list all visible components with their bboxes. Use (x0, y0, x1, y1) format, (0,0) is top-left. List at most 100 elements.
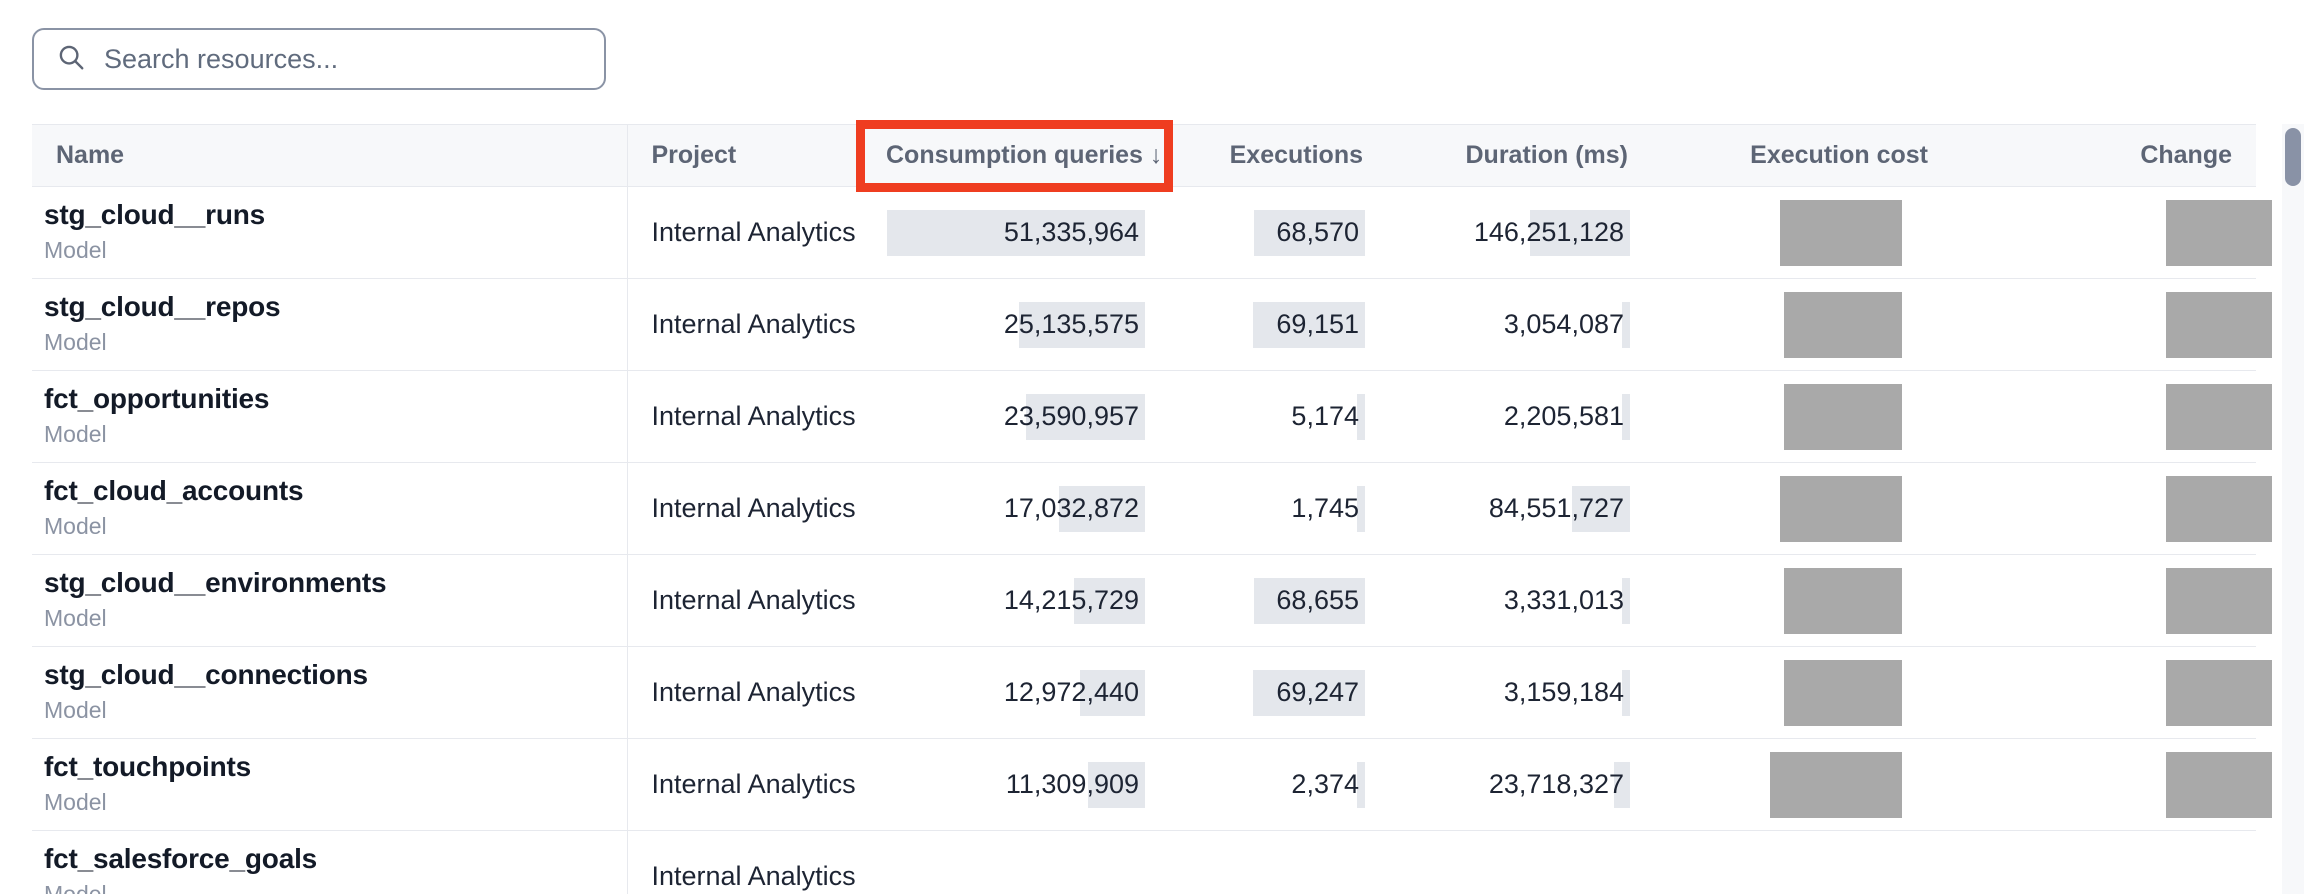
column-header-duration[interactable]: Duration (ms) (1387, 124, 1652, 187)
cell-resource-name[interactable]: fct_touchpoints Model (32, 738, 627, 831)
cell-project: Internal Analytics (626, 646, 862, 739)
table-row[interactable]: stg_cloud__runs Model Internal Analytics 51… (32, 186, 2272, 279)
value-data-bar (1622, 393, 1630, 440)
value-label: 14,215,729 (1003, 585, 1139, 615)
search-icon (56, 42, 86, 77)
cell-duration: 23,718,327 (1387, 738, 1652, 831)
vertical-scrollbar-thumb[interactable] (2285, 128, 2301, 186)
value-label: 146,251,128 (1473, 217, 1624, 247)
redacted-value-block (1784, 567, 1902, 634)
cell-resource-name[interactable]: stg_cloud__runs Model (32, 186, 627, 279)
value-data-bar (1614, 761, 1630, 808)
cell-resource-name[interactable]: fct_salesforce_goals Model (32, 830, 627, 894)
redacted-value-block (1784, 659, 1902, 726)
resource-type-label: Model (44, 512, 107, 539)
resource-type-label: Model (44, 236, 107, 263)
value-data-bar (1622, 577, 1630, 624)
column-header-consumption-label: Consumption queries (886, 141, 1143, 169)
cell-duration: 146,251,128 (1387, 186, 1652, 279)
value-label: 11,309,909 (1005, 769, 1139, 799)
value-label: 1,745 (1291, 493, 1359, 523)
value-data-bar (1253, 301, 1365, 348)
value-data-bar (1572, 485, 1630, 532)
value-data-bar (1530, 209, 1630, 256)
value-data-bar (1622, 301, 1630, 348)
cell-consumption-queries: 25,135,575 (862, 278, 1167, 371)
table-row[interactable]: fct_touchpoints Model Internal Analytics 11… (32, 738, 2272, 831)
project-label: Internal Analytics (651, 401, 856, 431)
table-row[interactable]: stg_cloud__environments Model Internal Ana… (32, 554, 2272, 647)
table-row[interactable]: stg_cloud__connections Model Internal Anal… (32, 646, 2272, 739)
cell-executions: 1,745 (1167, 462, 1387, 555)
resource-name-label: stg_cloud__connections (44, 659, 368, 691)
cell-executions: 2,374 (1167, 738, 1387, 831)
value-data-bar (1019, 301, 1145, 348)
cell-duration: 3,331,013 (1387, 554, 1652, 647)
table-row[interactable]: fct_cloud_accounts Model Internal Analytic… (32, 462, 2272, 555)
cell-consumption-queries: 23,590,957 (862, 370, 1167, 463)
search-box[interactable] (32, 28, 606, 90)
value-data-bar (1357, 761, 1365, 808)
value-data-bar (1357, 393, 1365, 440)
redacted-value-block (2166, 751, 2272, 818)
value-label: 2,205,581 (1503, 401, 1624, 431)
table-row[interactable]: fct_opportunities Model Internal Analytics… (32, 370, 2272, 463)
table-row[interactable]: fct_salesforce_goals Model Internal Analyt… (32, 830, 2256, 894)
resources-table-container[interactable]: Name Project Consumption queries ↓ Execu… (32, 124, 2272, 894)
value-label: 3,331,013 (1503, 585, 1624, 615)
search-input[interactable] (104, 43, 582, 75)
project-label: Internal Analytics (651, 493, 856, 523)
cell-duration: 3,159,184 (1387, 646, 1652, 739)
value-label: 69,151 (1276, 309, 1359, 339)
table-body: stg_cloud__runs Model Internal Analytics 51… (32, 186, 2272, 894)
column-header-change[interactable]: Change (1952, 124, 2256, 187)
column-header-consumption-queries[interactable]: Consumption queries ↓ (862, 124, 1167, 187)
table-row[interactable]: stg_cloud__repos Model Internal Analytics 2… (32, 278, 2272, 371)
project-label: Internal Analytics (651, 677, 856, 707)
value-label: 23,718,327 (1488, 769, 1624, 799)
cell-project: Internal Analytics (626, 278, 862, 371)
resource-name-label: fct_cloud_accounts (44, 475, 304, 507)
project-label: Internal Analytics (651, 217, 856, 247)
cell-duration: 3,054,087 (1387, 278, 1652, 371)
cell-execution-cost: $ (1652, 370, 1952, 463)
column-header-execution-cost[interactable]: Execution cost (1652, 124, 1952, 187)
cell-resource-name[interactable]: stg_cloud__repos Model (32, 278, 627, 371)
cell-consumption-queries: 17,032,872 (862, 462, 1167, 555)
value-data-bar (1088, 761, 1145, 808)
resource-name-label: stg_cloud__repos (44, 291, 281, 323)
column-header-executions[interactable]: Executions (1167, 124, 1387, 187)
project-label: Internal Analytics (651, 861, 856, 891)
value-data-bar (1622, 669, 1630, 716)
redacted-value-block (1780, 199, 1902, 266)
cell-change: +$ (1952, 186, 2272, 279)
cell-resource-name[interactable]: stg_cloud__environments Model (32, 554, 627, 647)
resources-table: Name Project Consumption queries ↓ Execu… (32, 124, 2272, 894)
redacted-value-block (2166, 475, 2272, 542)
cell-resource-name[interactable]: fct_opportunities Model (32, 370, 627, 463)
resource-type-label: Model (44, 696, 107, 723)
cell-duration: 84,551,727 (1387, 462, 1652, 555)
value-label: 84,551,727 (1488, 493, 1624, 523)
column-header-name[interactable]: Name (32, 124, 627, 187)
cell-resource-name[interactable]: fct_cloud_accounts Model (32, 462, 627, 555)
cell-change (1952, 830, 2256, 894)
value-label: 5,174 (1291, 401, 1359, 431)
vertical-scrollbar-track[interactable] (2282, 124, 2304, 894)
cell-change: -$ (1952, 278, 2272, 371)
value-data-bar (887, 209, 1145, 256)
value-data-bar (1357, 485, 1365, 532)
value-label: 23,590,957 (1003, 401, 1139, 431)
cell-project: Internal Analytics (626, 830, 862, 894)
value-data-bar (1254, 577, 1365, 624)
cell-execution-cost: $ (1652, 646, 1952, 739)
cell-resource-name[interactable]: stg_cloud__connections Model (32, 646, 627, 739)
value-label: 68,655 (1276, 585, 1359, 615)
column-header-project[interactable]: Project (626, 124, 862, 187)
value-label: 25,135,575 (1003, 309, 1139, 339)
cell-executions: 69,247 (1167, 646, 1387, 739)
project-label: Internal Analytics (651, 769, 856, 799)
resource-name-label: fct_salesforce_goals (44, 843, 318, 875)
resource-type-label: Model (44, 604, 107, 631)
